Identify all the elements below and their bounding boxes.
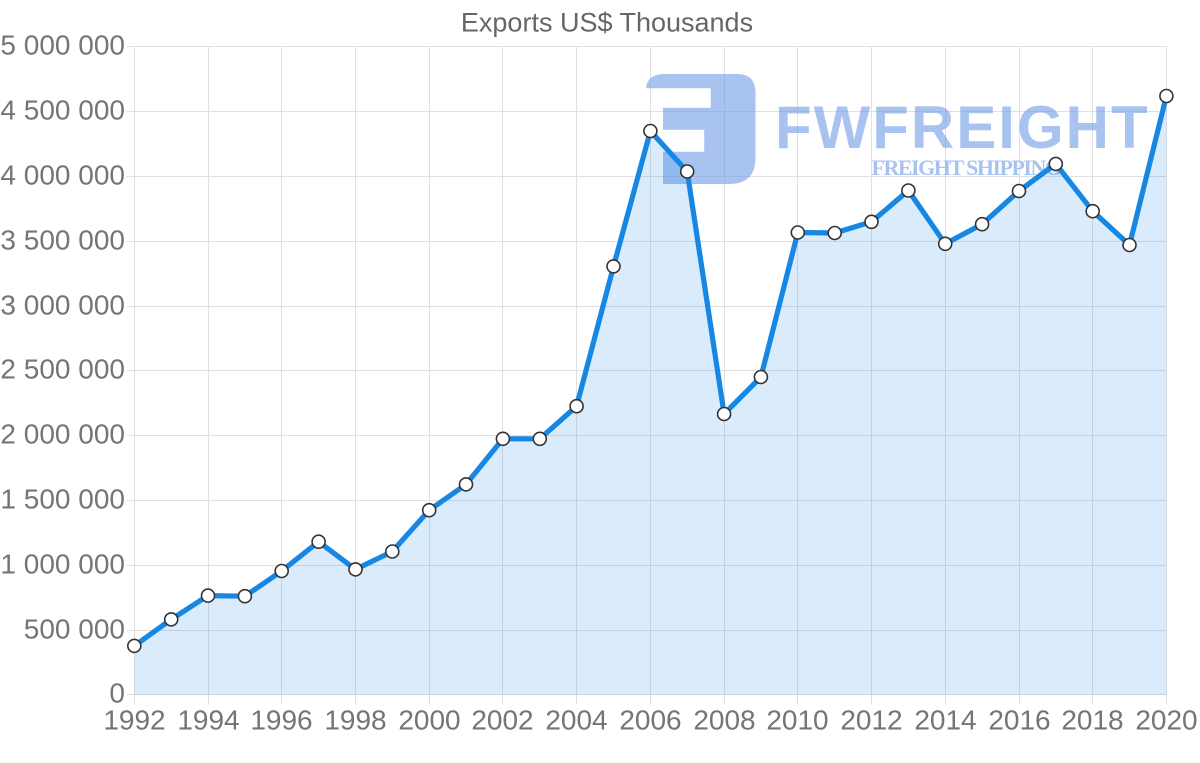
svg-text:5 000 000: 5 000 000 <box>0 29 125 60</box>
svg-text:3 500 000: 3 500 000 <box>0 224 125 255</box>
svg-text:FWFREIGHT: FWFREIGHT <box>775 94 1150 161</box>
svg-text:2020: 2020 <box>1135 705 1197 736</box>
svg-text:1994: 1994 <box>177 705 239 736</box>
svg-text:2000: 2000 <box>398 705 460 736</box>
svg-text:4 000 000: 4 000 000 <box>0 159 125 190</box>
svg-text:2008: 2008 <box>693 705 755 736</box>
svg-text:1992: 1992 <box>103 705 165 736</box>
svg-text:500 000: 500 000 <box>24 613 125 644</box>
svg-text:0: 0 <box>109 677 125 708</box>
svg-text:Exports US$ Thousands: Exports US$ Thousands <box>461 8 753 38</box>
svg-text:2006: 2006 <box>619 705 681 736</box>
svg-text:2002: 2002 <box>471 705 533 736</box>
svg-text:2 000 000: 2 000 000 <box>0 418 125 449</box>
svg-text:1 000 000: 1 000 000 <box>0 548 125 579</box>
svg-text:3 000 000: 3 000 000 <box>0 289 125 320</box>
svg-text:2010: 2010 <box>766 705 828 736</box>
svg-text:2012: 2012 <box>840 705 902 736</box>
svg-text:1998: 1998 <box>324 705 386 736</box>
svg-text:2014: 2014 <box>914 705 976 736</box>
svg-text:4 500 000: 4 500 000 <box>0 94 125 125</box>
svg-text:2016: 2016 <box>988 705 1050 736</box>
svg-text:2018: 2018 <box>1061 705 1123 736</box>
svg-text:2 500 000: 2 500 000 <box>0 353 125 384</box>
svg-text:1996: 1996 <box>250 705 312 736</box>
svg-text:FREIGHT SHIPPING: FREIGHT SHIPPING <box>872 155 1062 180</box>
svg-text:1 500 000: 1 500 000 <box>0 483 125 514</box>
svg-text:2004: 2004 <box>545 705 607 736</box>
